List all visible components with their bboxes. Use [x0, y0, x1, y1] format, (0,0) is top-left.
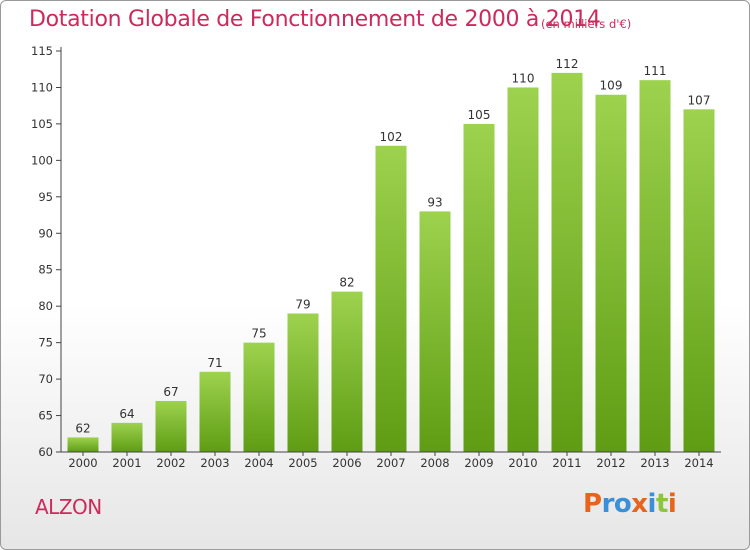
x-tick-label-2012: 2012 [596, 456, 625, 470]
logo-letter: x [631, 489, 648, 519]
y-tick-label-60: 60 [38, 445, 53, 459]
x-tick-label-2007: 2007 [376, 456, 405, 470]
x-tick-label-2009: 2009 [464, 456, 493, 470]
data-label-2011: 112 [556, 57, 579, 71]
bar-2013 [639, 80, 671, 452]
data-label-2004: 75 [251, 327, 266, 341]
logo-letter: o [613, 489, 632, 519]
bar-2001 [111, 422, 143, 452]
data-label-2012: 109 [600, 79, 623, 93]
x-tick-label-2000: 2000 [68, 456, 97, 470]
y-tick-label-85: 85 [38, 263, 53, 277]
data-label-2014: 107 [688, 93, 711, 107]
data-label-2009: 105 [468, 108, 491, 122]
bar-2004 [243, 342, 275, 452]
bar-2008 [419, 211, 451, 452]
bar-2014 [683, 109, 715, 452]
x-tick-label-2006: 2006 [332, 456, 361, 470]
data-label-2005: 79 [295, 297, 310, 311]
y-tick-label-90: 90 [38, 226, 53, 240]
bar-2010 [507, 87, 539, 453]
y-tick-label-80: 80 [38, 299, 53, 313]
bar-2005 [287, 313, 319, 452]
chart-title: Dotation Globale de Fonctionnement de 20… [29, 7, 601, 32]
logo-letter: i [667, 489, 677, 519]
y-tick-label-115: 115 [31, 44, 53, 58]
bar-2012 [595, 94, 627, 452]
x-tick-label-2011: 2011 [552, 456, 581, 470]
y-tick-label-110: 110 [31, 80, 53, 94]
commune-name: ALZON [35, 495, 102, 519]
y-tick-label-95: 95 [38, 190, 53, 204]
logo-letter: i [647, 489, 657, 519]
bar-2003 [199, 371, 231, 452]
x-tick-label-2013: 2013 [640, 456, 669, 470]
chart-subtitle: (en milliers d'€) [541, 17, 632, 31]
x-tick-label-2002: 2002 [156, 456, 185, 470]
bar-2000 [67, 437, 99, 452]
x-tick-label-2003: 2003 [200, 456, 229, 470]
axes: 2000 2001 2002 2003 2004 2005 2006 2007 2008 2009… [31, 44, 721, 470]
logo-letter: t [655, 489, 668, 519]
y-tick-label-100: 100 [31, 153, 53, 167]
bar-2007 [375, 145, 407, 453]
y-tick-label-105: 105 [31, 117, 53, 131]
y-tick-label-70: 70 [38, 372, 53, 386]
data-label-2006: 82 [339, 276, 354, 290]
bar-series: 62 64 67 71 75 79 82 102 93 105 110 112 109 111 107 [67, 57, 715, 453]
bar-2006 [331, 291, 363, 452]
x-tick-label-2008: 2008 [420, 456, 449, 470]
x-tick-label-2004: 2004 [244, 456, 273, 470]
data-label-2008: 93 [427, 195, 442, 209]
logo-letter: r [601, 489, 615, 519]
data-label-2007: 102 [380, 130, 403, 144]
y-tick-label-65: 65 [38, 409, 53, 423]
data-label-2000: 62 [75, 421, 90, 435]
data-label-2002: 67 [163, 385, 178, 399]
x-tick-label-2001: 2001 [112, 456, 141, 470]
x-tick-label-2005: 2005 [288, 456, 317, 470]
data-label-2003: 71 [207, 356, 222, 370]
bar-2009 [463, 123, 495, 452]
x-tick-label-2014: 2014 [684, 456, 713, 470]
logo-letter: P [583, 489, 602, 519]
bar-2002 [155, 400, 187, 452]
data-label-2010: 110 [512, 71, 535, 85]
data-label-2013: 111 [644, 64, 667, 78]
proxiti-logo[interactable]: Proxiti [583, 489, 677, 519]
x-tick-label-2010: 2010 [508, 456, 537, 470]
data-label-2001: 64 [119, 407, 134, 421]
bar-2011 [551, 72, 583, 452]
y-tick-label-75: 75 [38, 336, 53, 350]
